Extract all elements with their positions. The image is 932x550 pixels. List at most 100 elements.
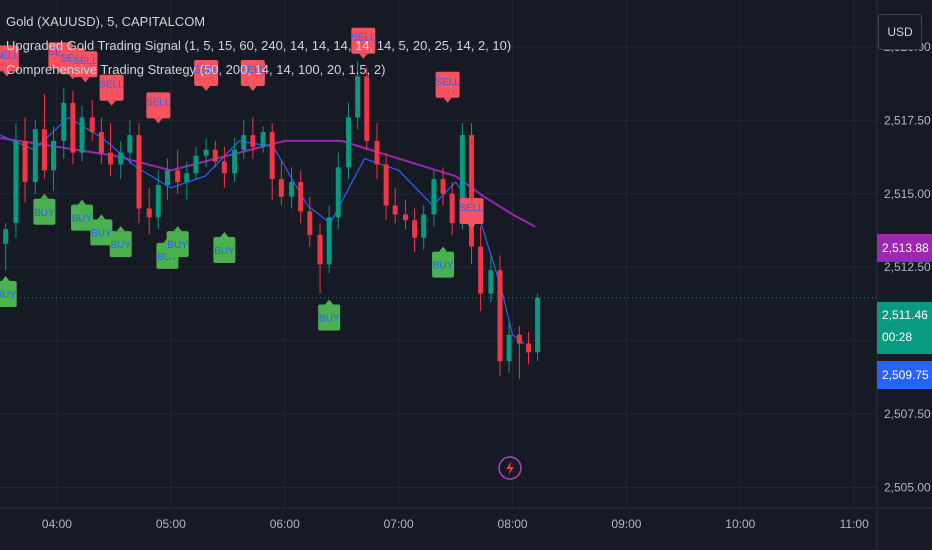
candle-body: [89, 117, 95, 133]
sell-label-pointer: [154, 118, 163, 124]
buy-label-pointer: [97, 214, 106, 220]
candle-body: [317, 234, 323, 265]
buy-label-box: [432, 251, 455, 278]
candle-body: [525, 343, 531, 353]
sell-label-text: SELL: [99, 80, 124, 91]
sell-signal: SELL: [0, 45, 20, 77]
ma-price-tag: 2,513.88: [877, 234, 932, 262]
sell-label-box: [240, 60, 265, 87]
candle-body: [98, 132, 104, 153]
buy-signal: BUY: [0, 276, 17, 308]
candle-body: [346, 117, 352, 168]
candle-body: [212, 149, 218, 162]
buy-label-text: BUY: [0, 290, 16, 301]
candle-body: [506, 334, 512, 362]
indicator-upgraded-gold-signal[interactable]: Upgraded Gold Trading Signal (1, 5, 15, …: [6, 38, 512, 53]
candle-body: [516, 334, 522, 344]
sell-label-box: [435, 71, 460, 98]
candle-body: [374, 140, 380, 165]
lightning-icon[interactable]: [498, 456, 522, 480]
candle-body: [402, 214, 408, 221]
sell-label-box: [194, 60, 219, 87]
sell-label-box: [73, 51, 98, 78]
candle-body: [13, 140, 19, 224]
sell-label-box: [99, 74, 124, 101]
buy-signal: BUY: [109, 226, 132, 258]
sell-label-box: [351, 27, 376, 54]
candle-body: [3, 229, 9, 244]
sell-label-pointer: [467, 224, 476, 230]
sell-label-text: SELL: [241, 65, 266, 76]
candle-body: [278, 179, 284, 197]
buy-label-text: BUY: [110, 240, 131, 251]
candle-body: [535, 297, 541, 353]
sell-signal: SELL: [194, 60, 219, 92]
sell-label-text: SELL: [73, 56, 98, 67]
x-tick-label: 05:00: [156, 517, 186, 531]
x-tick-label: 08:00: [498, 517, 528, 531]
candle-body: [431, 179, 437, 215]
candle-body: [326, 217, 332, 265]
sell-label-pointer: [107, 100, 116, 106]
candle-body: [392, 205, 398, 215]
sell-signal: SELL: [240, 60, 266, 92]
last-price-tag: 2,511.46 00:28: [877, 302, 932, 354]
candle-body: [193, 155, 199, 174]
sell-label-box: [0, 45, 19, 72]
candle-body: [79, 117, 85, 153]
sell-label-text: SELL: [0, 50, 20, 61]
buy-label-box: [166, 231, 189, 258]
y-tick-label: 2,505.00: [884, 480, 931, 494]
candle-body: [146, 208, 152, 218]
buy-label-text: BUY: [72, 214, 93, 225]
buy-label-text: BUY: [34, 208, 55, 219]
candle-body: [335, 167, 341, 218]
buy-label-pointer: [78, 199, 87, 205]
sell-label-pointer: [248, 86, 257, 92]
buy-label-pointer: [1, 276, 10, 282]
candle-body: [260, 132, 266, 147]
sell-label-pointer: [2, 71, 11, 77]
candle-body: [175, 170, 181, 183]
candle-body: [107, 152, 113, 165]
sell-signal: SELL: [435, 71, 460, 103]
x-tick-label: 07:00: [384, 517, 414, 531]
candle-body: [289, 182, 295, 197]
candle-body: [412, 220, 418, 238]
buy-label-text: BUY: [214, 246, 235, 257]
sell-signal: SELL: [351, 27, 376, 59]
candle-body: [164, 170, 170, 185]
candle-body: [51, 140, 57, 171]
buy-signal: BUY: [33, 193, 56, 225]
sell-signal: SELL: [73, 51, 98, 83]
candle-body: [269, 132, 275, 180]
bar-countdown: 00:28: [882, 330, 913, 344]
symbol-title[interactable]: Gold (XAUUSD), 5, CAPITALCOM: [6, 14, 206, 29]
currency-button[interactable]: USD: [878, 14, 922, 50]
candle-body: [383, 164, 389, 206]
buy-label-pointer: [40, 193, 49, 199]
buy-label-text: BUY: [167, 240, 188, 251]
buy-signal: BUY: [318, 299, 341, 331]
buy-signal: BUY: [213, 231, 236, 263]
buy-label-pointer: [325, 299, 334, 305]
grid: [0, 0, 877, 508]
candle-body: [184, 173, 190, 183]
y-tick-label: 2,507.50: [884, 407, 931, 421]
candles: [3, 61, 541, 379]
candle-body: [203, 149, 209, 156]
buy-label-box: [318, 304, 341, 331]
sell-label-text: SELL: [351, 33, 376, 44]
candle-body: [449, 193, 455, 224]
buy-label-box: [0, 281, 17, 308]
buy-label-pointer: [439, 246, 448, 252]
sell-signal: SELL: [99, 74, 124, 106]
sell-label-box: [459, 198, 484, 225]
indicator-comprehensive-strategy[interactable]: Comprehensive Trading Strategy (50, 200,…: [6, 62, 386, 77]
candle-body: [70, 102, 76, 153]
candle-body: [61, 102, 67, 141]
sell-label-text: SELL: [146, 97, 171, 108]
